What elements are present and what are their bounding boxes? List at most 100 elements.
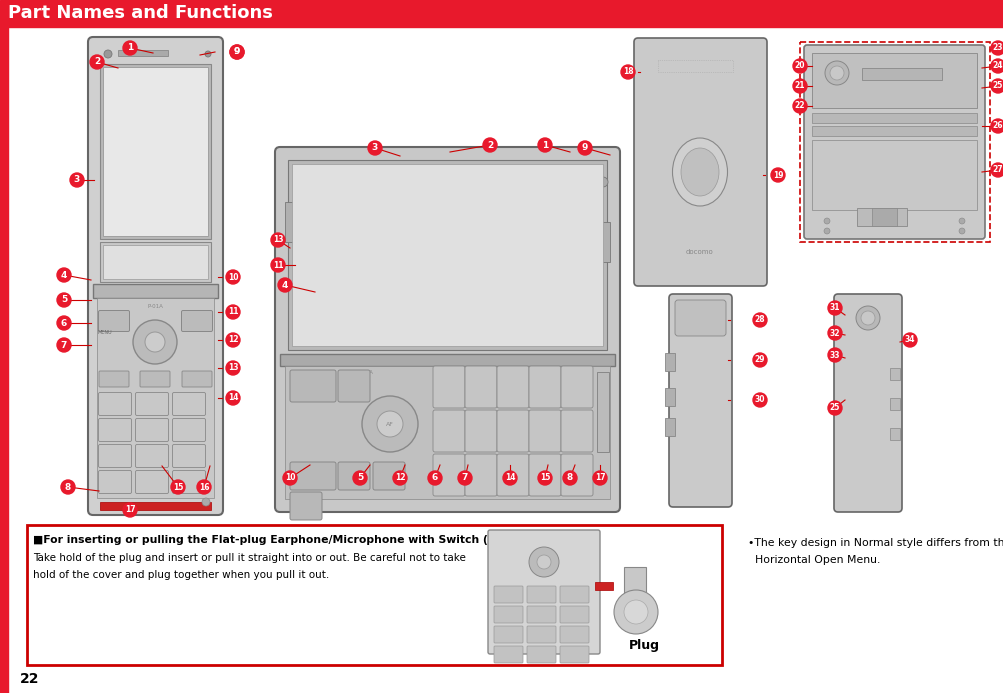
FancyBboxPatch shape (290, 370, 336, 402)
Text: 28: 28 (754, 315, 764, 324)
Text: 2: 2 (94, 58, 100, 67)
Text: 8: 8 (567, 473, 573, 482)
FancyBboxPatch shape (173, 419, 206, 441)
FancyBboxPatch shape (338, 462, 370, 490)
Bar (889, 398, 899, 410)
Text: 21: 21 (794, 82, 804, 91)
Text: P-01A: P-01A (146, 304, 162, 310)
FancyBboxPatch shape (182, 371, 212, 387)
FancyBboxPatch shape (432, 366, 464, 408)
Circle shape (563, 471, 577, 485)
FancyBboxPatch shape (88, 37, 223, 515)
Circle shape (503, 471, 517, 485)
Bar (118, 50, 168, 56)
Text: 15: 15 (173, 482, 183, 491)
Circle shape (205, 51, 211, 57)
Circle shape (614, 590, 657, 634)
Text: 31: 31 (828, 304, 840, 313)
FancyBboxPatch shape (633, 38, 766, 286)
Bar (27, 525, 721, 665)
Circle shape (902, 333, 916, 347)
Text: 18: 18 (622, 67, 633, 76)
FancyBboxPatch shape (674, 300, 725, 336)
Bar (0, 27, 8, 693)
Text: Horizontal Open Menu.: Horizontal Open Menu. (747, 555, 880, 565)
FancyBboxPatch shape (561, 454, 593, 496)
Text: 12: 12 (394, 473, 405, 482)
Text: 32: 32 (828, 328, 840, 337)
Circle shape (226, 270, 240, 284)
Text: 6: 6 (431, 473, 437, 482)
Circle shape (353, 471, 367, 485)
Text: 10: 10 (285, 473, 295, 482)
Circle shape (226, 333, 240, 347)
Text: Before Using the Handset: Before Using the Handset (0, 204, 10, 376)
Circle shape (230, 45, 244, 59)
Circle shape (827, 401, 842, 415)
FancyBboxPatch shape (135, 392, 169, 416)
Circle shape (829, 66, 844, 80)
Text: Part Names and Functions: Part Names and Functions (8, 4, 273, 22)
FancyBboxPatch shape (290, 462, 336, 490)
Bar (103, 245, 208, 279)
Text: 16: 16 (199, 482, 209, 491)
Text: 34: 34 (904, 335, 915, 344)
Circle shape (376, 411, 402, 437)
Circle shape (792, 79, 806, 93)
Text: docomo: docomo (685, 249, 713, 255)
FancyBboxPatch shape (135, 444, 169, 468)
Text: •The key design in Normal style differs from the one in: •The key design in Normal style differs … (747, 538, 1003, 548)
Text: 25: 25 (992, 82, 1002, 91)
Text: 25: 25 (829, 403, 840, 412)
Text: 30: 30 (754, 396, 764, 405)
Text: 4: 4 (282, 281, 288, 290)
Text: 17: 17 (594, 473, 605, 482)
FancyBboxPatch shape (668, 294, 731, 507)
Circle shape (457, 471, 471, 485)
Circle shape (171, 480, 185, 494)
Text: 12: 12 (228, 335, 238, 344)
Text: 8: 8 (65, 482, 71, 491)
FancyBboxPatch shape (432, 454, 464, 496)
Circle shape (392, 471, 406, 485)
FancyBboxPatch shape (496, 410, 529, 452)
FancyBboxPatch shape (173, 392, 206, 416)
Text: 1: 1 (542, 141, 548, 150)
Text: 3: 3 (371, 143, 378, 152)
FancyBboxPatch shape (487, 530, 600, 654)
Text: 6: 6 (61, 319, 67, 328)
Bar (100, 64, 211, 239)
FancyBboxPatch shape (173, 471, 206, 493)
Bar (624, 567, 645, 597)
Circle shape (482, 138, 496, 152)
FancyBboxPatch shape (529, 454, 561, 496)
Bar (597, 372, 609, 452)
Bar (280, 354, 615, 366)
Circle shape (958, 218, 964, 224)
Bar (93, 284, 218, 298)
FancyBboxPatch shape (527, 646, 556, 663)
FancyBboxPatch shape (139, 371, 170, 387)
Circle shape (70, 173, 84, 187)
Text: 11: 11 (228, 308, 238, 317)
Circle shape (752, 313, 766, 327)
Circle shape (958, 228, 964, 234)
Text: 29: 29 (754, 356, 764, 365)
FancyBboxPatch shape (464, 410, 496, 452)
Bar (0, 0, 1003, 27)
Text: 15: 15 (540, 473, 550, 482)
Bar (889, 368, 899, 380)
FancyBboxPatch shape (135, 471, 169, 493)
Circle shape (827, 301, 842, 315)
Bar (811, 53, 976, 108)
Circle shape (827, 326, 842, 340)
Circle shape (61, 480, 75, 494)
Text: 9: 9 (581, 143, 588, 152)
Bar (657, 60, 732, 72)
Bar (288, 160, 607, 350)
Ellipse shape (672, 138, 727, 206)
Circle shape (861, 311, 875, 325)
FancyBboxPatch shape (561, 366, 593, 408)
FancyBboxPatch shape (98, 471, 131, 493)
Text: 19: 19 (772, 170, 782, 179)
